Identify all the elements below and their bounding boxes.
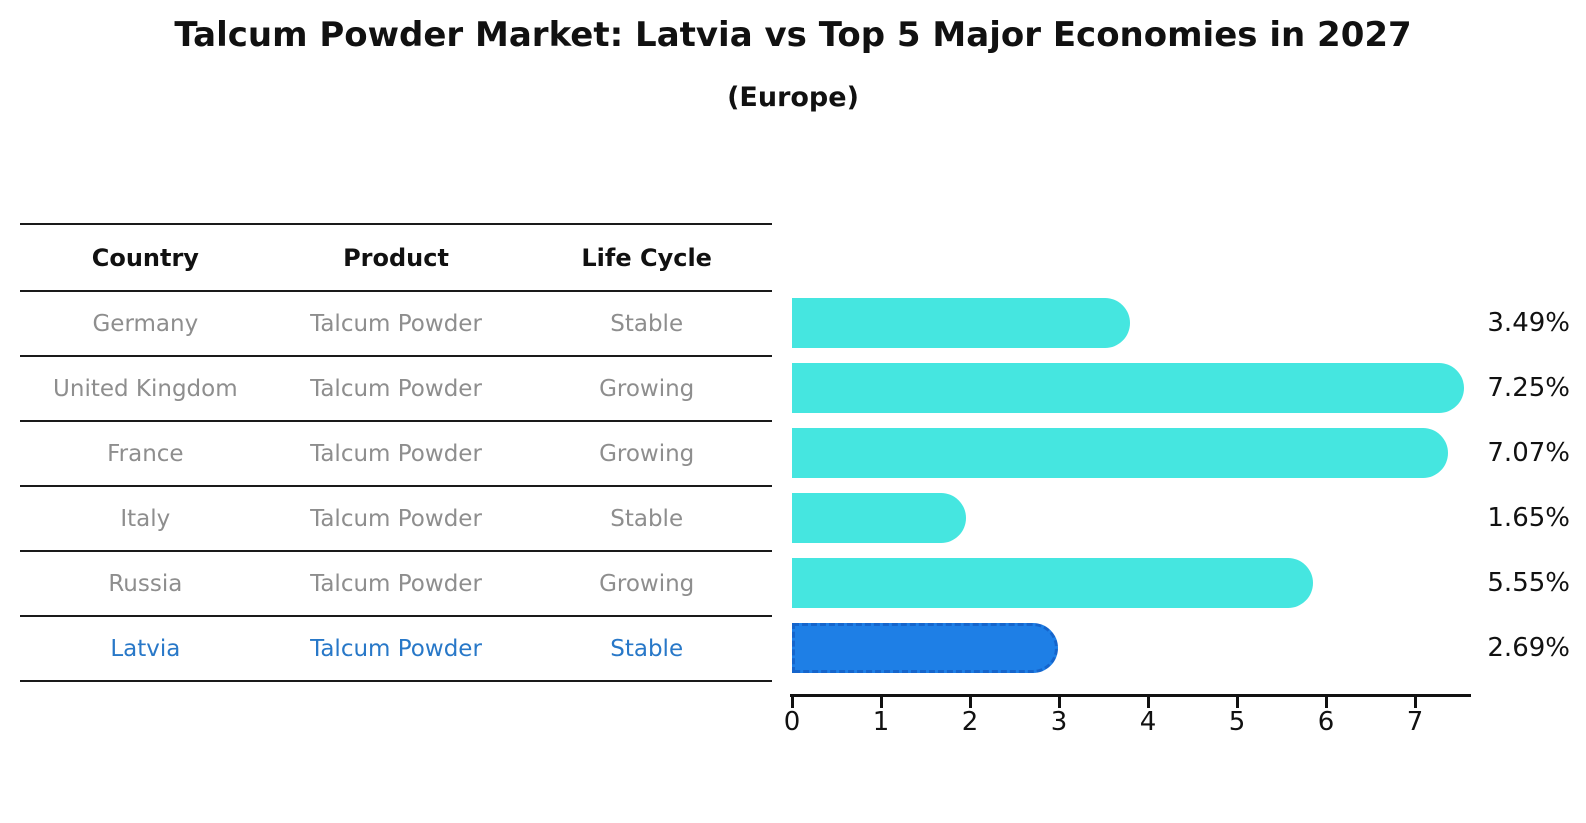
x-axis-tick-label: 1 xyxy=(872,707,890,737)
table-cell-country: Italy xyxy=(120,505,171,532)
column-header: Product xyxy=(343,243,449,272)
bar-france xyxy=(792,427,1449,478)
x-axis-tick xyxy=(1236,697,1239,708)
table-row: Italy Talcum Powder Stable xyxy=(20,487,772,552)
table-row: Russia Talcum Powder Growing xyxy=(20,552,772,617)
table-cell-life_cycle: Growing xyxy=(599,440,695,467)
chart-subtitle: (Europe) xyxy=(727,82,859,113)
table-row: France Talcum Powder Growing xyxy=(20,422,772,487)
table-cell-life_cycle: Growing xyxy=(599,375,695,402)
table-cell-product: Talcum Powder xyxy=(310,570,482,597)
table-cell-product: Talcum Powder xyxy=(310,375,482,402)
table-row: United Kingdom Talcum Powder Growing xyxy=(20,357,772,422)
table-row: Latvia Talcum Powder Stable xyxy=(20,617,772,682)
x-axis-tick xyxy=(1058,697,1061,708)
bar-value-label: 1.65% xyxy=(1487,502,1570,533)
x-axis-tick xyxy=(1414,697,1417,708)
bar-germany xyxy=(792,297,1130,348)
x-axis-line xyxy=(790,694,1471,697)
bar-value-label: 2.69% xyxy=(1487,632,1570,663)
x-axis-tick xyxy=(969,697,972,708)
x-axis-tick-label: 6 xyxy=(1317,707,1335,737)
table-cell-product: Talcum Powder xyxy=(310,310,482,337)
x-axis-tick-label: 3 xyxy=(1050,707,1068,737)
x-axis-tick-label: 4 xyxy=(1139,707,1157,737)
table-cell-life_cycle: Growing xyxy=(599,570,695,597)
table-cell-life_cycle: Stable xyxy=(610,505,684,532)
x-axis-tick xyxy=(1147,697,1150,708)
bar-value-label: 3.49% xyxy=(1487,307,1570,338)
bar-russia xyxy=(792,557,1313,608)
table-cell-country: Russia xyxy=(108,570,183,597)
bar-value-label: 7.25% xyxy=(1487,372,1570,403)
table-row: Germany Talcum Powder Stable xyxy=(20,292,772,357)
bar-value-label: 7.07% xyxy=(1487,437,1570,468)
bar-italy xyxy=(792,492,966,543)
table-cell-product: Talcum Powder xyxy=(310,635,482,662)
table-cell-life_cycle: Stable xyxy=(610,635,684,662)
table-cell-country: Germany xyxy=(92,310,199,337)
x-axis-tick-label: 0 xyxy=(783,707,801,737)
x-axis-tick xyxy=(791,697,794,708)
country-table: Country Product Life Cycle Germany Talcum Po… xyxy=(20,223,772,682)
x-axis-tick-label: 2 xyxy=(961,707,979,737)
x-axis-tick-label: 7 xyxy=(1406,707,1424,737)
x-axis-tick xyxy=(880,697,883,708)
x-axis-tick-label: 5 xyxy=(1228,707,1246,737)
table-cell-country: United Kingdom xyxy=(53,375,238,402)
table-cell-life_cycle: Stable xyxy=(610,310,684,337)
bar-united-kingdom xyxy=(792,362,1465,413)
table-cell-product: Talcum Powder xyxy=(310,440,482,467)
table-cell-country: France xyxy=(107,440,184,467)
column-header: Country xyxy=(91,243,199,272)
table-cell-product: Talcum Powder xyxy=(310,505,482,532)
x-axis-tick xyxy=(1325,697,1328,708)
bar-latvia xyxy=(792,622,1059,673)
bar-value-label: 5.55% xyxy=(1487,567,1570,598)
table-header-row: Country Product Life Cycle xyxy=(20,225,772,292)
column-header: Life Cycle xyxy=(581,243,712,272)
table-cell-country: Latvia xyxy=(110,635,181,662)
chart-title: Talcum Powder Market: Latvia vs Top 5 Ma… xyxy=(174,15,1412,55)
